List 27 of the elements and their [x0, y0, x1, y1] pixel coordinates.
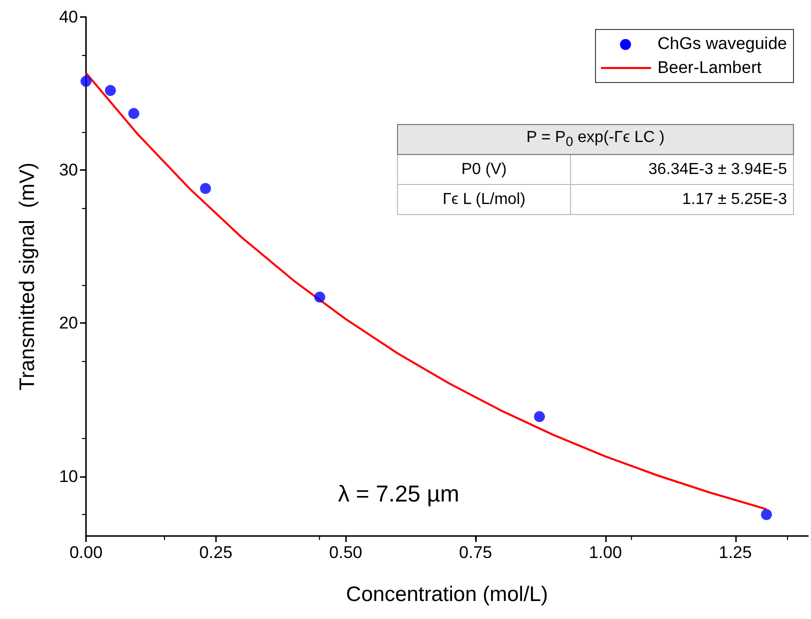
- x-axis-title: Concentration (mol/L): [346, 583, 548, 606]
- x-tick-label: 0.75: [459, 543, 492, 562]
- x-tick-label: 0.00: [69, 543, 103, 562]
- point: [80, 76, 92, 87]
- annotation: P = P$_{0}$ exp(-Γϵ LC ): [398, 124, 794, 154]
- y-tick-label: 10: [59, 466, 78, 486]
- x-tick-label: 0.50: [329, 543, 362, 562]
- annotation: λ = 7.25 µm: [338, 480, 460, 506]
- annotation: 36.34E-3 ± 3.94E-5: [570, 154, 794, 184]
- y-axis-title: Transmitted signal (mV): [16, 162, 39, 390]
- legend-label: Beer-Lambert: [658, 58, 762, 78]
- y-tick-label: 20: [59, 314, 78, 333]
- legend-label: ChGs waveguide: [658, 34, 787, 54]
- x-tick-label: 0.25: [199, 543, 232, 562]
- point: [760, 509, 772, 520]
- point: [104, 84, 116, 96]
- y-tick-label: 30: [59, 160, 78, 180]
- point: [200, 182, 211, 194]
- x-tick-label: 1.25: [718, 543, 752, 562]
- annotation: P0 (V): [398, 154, 570, 184]
- point: [314, 292, 326, 303]
- point: [534, 411, 545, 422]
- x-tick-label: 1.00: [588, 543, 622, 562]
- y-tick-label: 40: [59, 8, 78, 26]
- annotation: Γϵ L (L/mol): [398, 184, 570, 214]
- point: [128, 108, 140, 119]
- annotation: 1.17 ± 5.25E-3: [570, 184, 794, 214]
